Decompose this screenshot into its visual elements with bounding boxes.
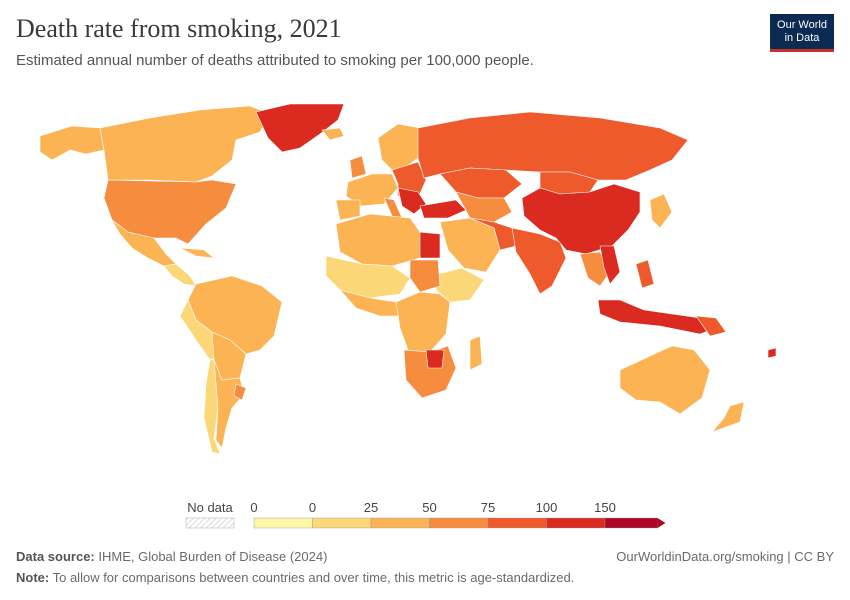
source-url[interactable]: OurWorldinData.org/smoking | CC BY xyxy=(616,549,834,564)
note-label: Note: xyxy=(16,570,50,585)
legend-no-data-label: No data xyxy=(187,500,233,515)
region-australia[interactable] xyxy=(619,345,711,415)
region-vietnam-laos[interactable] xyxy=(599,245,621,285)
region-turkey[interactable] xyxy=(419,199,467,219)
legend-bin-1[interactable] xyxy=(312,517,372,529)
legend-no-data-swatch xyxy=(185,517,235,529)
region-new-zealand[interactable] xyxy=(711,401,745,433)
legend-tick-6: 150 xyxy=(594,500,616,515)
page-title: Death rate from smoking, 2021 xyxy=(16,14,342,43)
region-pacific-islands[interactable] xyxy=(767,347,777,359)
region-egypt[interactable] xyxy=(417,231,441,259)
page-subtitle: Estimated annual number of deaths attrib… xyxy=(16,52,534,69)
region-central-america[interactable] xyxy=(163,263,197,287)
logo-line-1: Our World xyxy=(777,19,827,31)
region-russia[interactable] xyxy=(417,111,689,181)
region-uruguay[interactable] xyxy=(233,383,247,401)
legend-bin-6[interactable] xyxy=(604,517,658,529)
legend-tick-5: 100 xyxy=(536,500,558,515)
note: Note: To allow for comparisons between c… xyxy=(16,570,574,585)
legend-bin-3[interactable] xyxy=(429,517,489,529)
region-caribbean[interactable] xyxy=(179,247,215,259)
region-sahel[interactable] xyxy=(325,255,411,299)
owid-logo[interactable]: Our World in Data xyxy=(770,14,834,52)
region-horn-of-africa[interactable] xyxy=(435,267,485,303)
legend-bin-2[interactable] xyxy=(370,517,430,529)
region-argentina[interactable] xyxy=(213,359,245,449)
world-map[interactable] xyxy=(0,88,850,488)
data-source: Data source: IHME, Global Burden of Dise… xyxy=(16,549,327,564)
region-greenland[interactable] xyxy=(255,103,345,153)
region-south-asia[interactable] xyxy=(511,227,567,295)
region-kazakhstan[interactable] xyxy=(439,167,523,199)
region-uk[interactable] xyxy=(349,155,367,179)
legend-tick-4: 75 xyxy=(481,500,495,515)
legend-tick-2: 25 xyxy=(364,500,378,515)
legend-bin-4[interactable] xyxy=(487,517,547,529)
region-iceland[interactable] xyxy=(321,127,345,141)
legend-overflow-arrow xyxy=(657,518,666,528)
region-central-africa[interactable] xyxy=(395,291,451,353)
legend-tick-0: 0 xyxy=(250,500,257,515)
region-madagascar[interactable] xyxy=(469,335,483,371)
logo-line-2: in Data xyxy=(784,32,820,44)
region-zimbabwe[interactable] xyxy=(425,349,445,369)
region-png[interactable] xyxy=(695,315,727,337)
color-legend: No data 0 0 25 50 75 100 150 xyxy=(185,500,666,529)
data-source-label: Data source: xyxy=(16,549,95,564)
legend-bin-5[interactable] xyxy=(546,517,606,529)
region-north-africa[interactable] xyxy=(335,213,421,267)
legend-tick-1: 0 xyxy=(309,500,316,515)
data-source-text: IHME, Global Burden of Disease (2024) xyxy=(98,549,328,564)
region-canada[interactable] xyxy=(99,105,271,183)
region-korea-japan[interactable] xyxy=(649,193,673,229)
region-iberia[interactable] xyxy=(335,199,361,221)
region-philippines[interactable] xyxy=(635,259,655,289)
region-scandinavia[interactable] xyxy=(377,123,421,171)
region-sudan[interactable] xyxy=(409,259,441,293)
region-balkans[interactable] xyxy=(397,187,427,215)
region-alaska[interactable] xyxy=(39,125,105,161)
note-text: To allow for comparisons between countri… xyxy=(52,570,575,585)
legend-tick-3: 50 xyxy=(422,500,436,515)
legend-bin-0[interactable] xyxy=(253,517,313,529)
